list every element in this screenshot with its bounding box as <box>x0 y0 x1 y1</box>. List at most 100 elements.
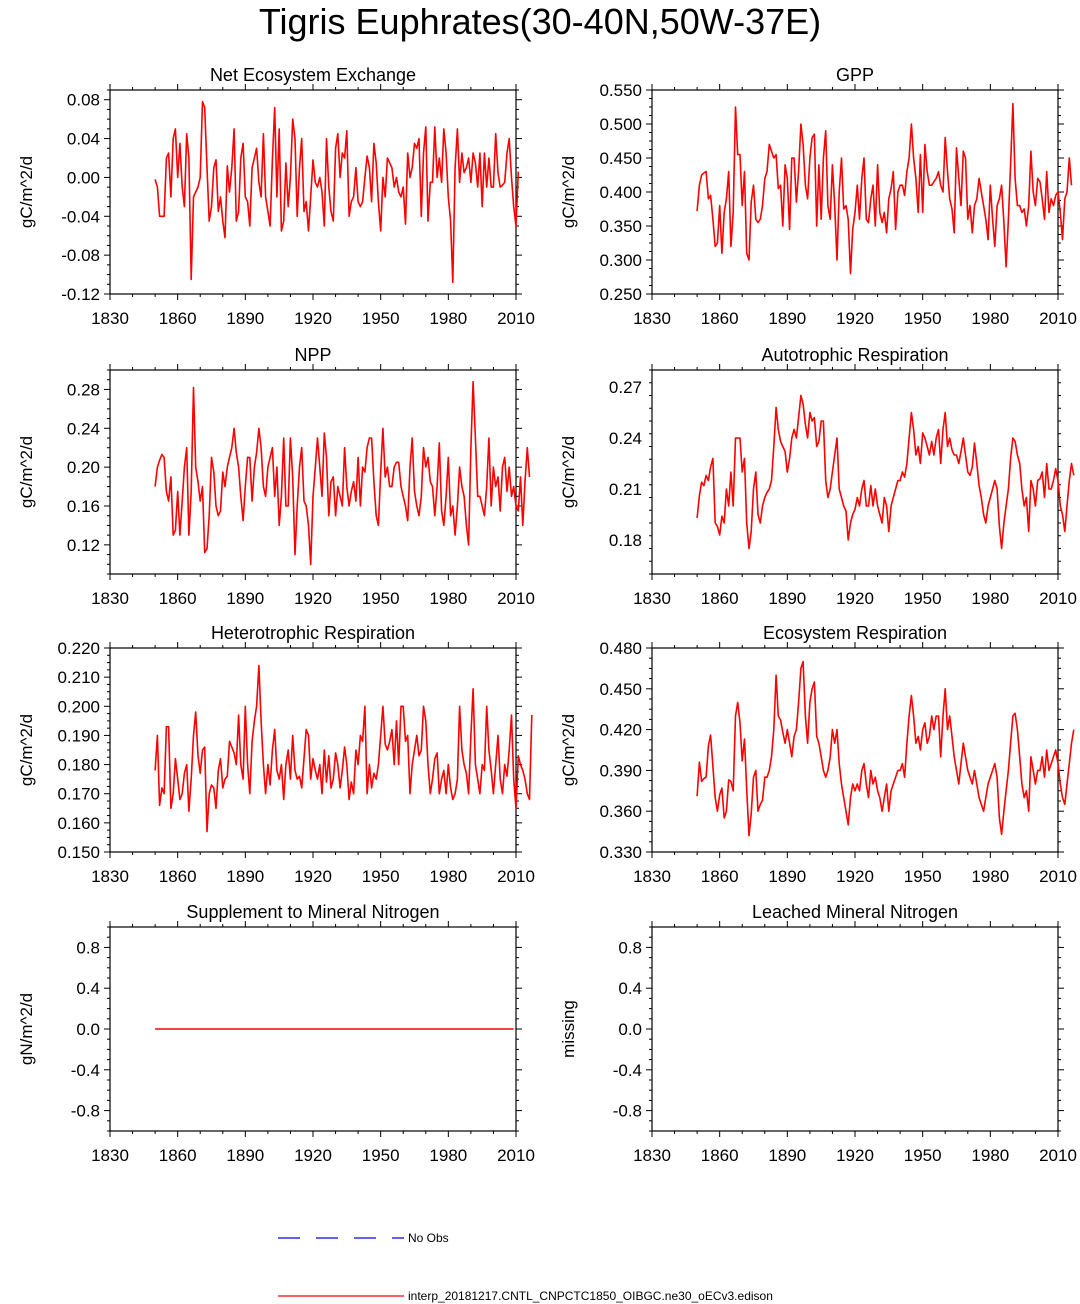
leached-mineral-nitrogen-xtick-label: 1890 <box>768 1146 806 1165</box>
autotrophic-respiration-xtick-label: 1890 <box>768 589 806 608</box>
heterotrophic-respiration-ytick-label: 0.210 <box>57 668 100 687</box>
autotrophic-respiration-xtick-label: 2010 <box>1039 589 1077 608</box>
npp-plot-frame <box>109 369 517 575</box>
npp-xtick-label: 1890 <box>226 589 264 608</box>
autotrophic-respiration-xtick-label: 1830 <box>633 589 671 608</box>
gpp-xtick-label: 2010 <box>1039 309 1077 328</box>
leached-mineral-nitrogen-xtick-label: 1860 <box>701 1146 739 1165</box>
ecosystem-respiration-ytick-label: 0.450 <box>599 680 642 699</box>
leached-mineral-nitrogen-ytick-label: -0.8 <box>613 1102 642 1121</box>
ecosystem-respiration-xtick-label: 1950 <box>904 867 942 886</box>
ecosystem-respiration-xtick-label: 1980 <box>971 867 1009 886</box>
net-ecosystem-exchange-ytick-label: 0.00 <box>67 168 100 187</box>
autotrophic-respiration-ytick-label: 0.27 <box>609 378 642 397</box>
supplement-to-mineral-nitrogen-xtick-label: 1980 <box>429 1146 467 1165</box>
net-ecosystem-exchange-xtick-label: 2010 <box>497 309 535 328</box>
heterotrophic-respiration-ytick-label: 0.170 <box>57 785 100 804</box>
autotrophic-respiration-xtick-label: 1920 <box>836 589 874 608</box>
heterotrophic-respiration-ytick-label: 0.190 <box>57 726 100 745</box>
gpp-title: GPP <box>836 65 874 85</box>
gpp-series-line <box>696 102 1073 275</box>
legend: No Obs interp_20181217.CNTL_CNPCTC1850_O… <box>278 1231 773 1303</box>
autotrophic-respiration-xtick-label: 1980 <box>971 589 1009 608</box>
ecosystem-respiration-ytick-label: 0.360 <box>599 802 642 821</box>
ecosystem-respiration-ylabel: gC/m^2/d <box>559 714 578 786</box>
autotrophic-respiration-xtick-label: 1950 <box>904 589 942 608</box>
ecosystem-respiration-plot-frame <box>651 647 1059 853</box>
supplement-to-mineral-nitrogen-xtick-label: 1890 <box>226 1146 264 1165</box>
npp-ytick-label: 0.16 <box>67 497 100 516</box>
net-ecosystem-exchange-xtick-label: 1890 <box>226 309 264 328</box>
heterotrophic-respiration-xtick-label: 1890 <box>226 867 264 886</box>
leached-mineral-nitrogen-xtick-label: 1830 <box>633 1146 671 1165</box>
heterotrophic-respiration-xtick-label: 1980 <box>429 867 467 886</box>
supplement-to-mineral-nitrogen-xtick-label: 1950 <box>362 1146 400 1165</box>
leached-mineral-nitrogen-plot-frame <box>651 926 1059 1132</box>
gpp-xtick-label: 1950 <box>904 309 942 328</box>
autotrophic-respiration-title: Autotrophic Respiration <box>761 345 948 365</box>
gpp-panel: GPP gC/m^2/d 1830 1860 1890 1920 1950 1980 2010 0… <box>559 65 1077 328</box>
ecosystem-respiration-xtick-label: 1890 <box>768 867 806 886</box>
gpp-xtick-label: 1980 <box>971 309 1009 328</box>
autotrophic-respiration-ytick-label: 0.24 <box>609 429 642 448</box>
heterotrophic-respiration-ylabel: gC/m^2/d <box>17 714 36 786</box>
supplement-to-mineral-nitrogen-ytick-label: 0.4 <box>76 979 100 998</box>
supplement-to-mineral-nitrogen-xtick-label: 1830 <box>91 1146 129 1165</box>
gpp-ytick-label: 0.500 <box>599 115 642 134</box>
heterotrophic-respiration-xtick-label: 2010 <box>497 867 535 886</box>
leached-mineral-nitrogen-xtick-label: 1950 <box>904 1146 942 1165</box>
gpp-xtick-label: 1860 <box>701 309 739 328</box>
leached-mineral-nitrogen-xtick-label: 2010 <box>1039 1146 1077 1165</box>
net-ecosystem-exchange-ytick-label: 0.04 <box>67 130 100 149</box>
leached-mineral-nitrogen-xtick-label: 1980 <box>971 1146 1009 1165</box>
autotrophic-respiration-xtick-label: 1860 <box>701 589 739 608</box>
net-ecosystem-exchange-xtick-label: 1950 <box>362 309 400 328</box>
net-ecosystem-exchange-series-line <box>154 100 520 284</box>
leached-mineral-nitrogen-ytick-label: -0.4 <box>613 1061 642 1080</box>
autotrophic-respiration-series-line <box>696 394 1075 550</box>
net-ecosystem-exchange-ytick-label: -0.04 <box>61 207 100 226</box>
npp-xtick-label: 1830 <box>91 589 129 608</box>
supplement-to-mineral-nitrogen-ytick-label: 0.8 <box>76 938 100 957</box>
npp-ytick-label: 0.28 <box>67 380 100 399</box>
supplement-to-mineral-nitrogen-xtick-label: 1920 <box>294 1146 332 1165</box>
leached-mineral-nitrogen-title: Leached Mineral Nitrogen <box>752 902 958 922</box>
autotrophic-respiration-ylabel: gC/m^2/d <box>559 436 578 508</box>
ecosystem-respiration-ytick-label: 0.420 <box>599 721 642 740</box>
supplement-to-mineral-nitrogen-title: Supplement to Mineral Nitrogen <box>186 902 439 922</box>
heterotrophic-respiration-ytick-label: 0.200 <box>57 697 100 716</box>
heterotrophic-respiration-panel: Heterotrophic Respiration gC/m^2/d 1830 186… <box>17 623 535 886</box>
gpp-ytick-label: 0.400 <box>599 183 642 202</box>
net-ecosystem-exchange-ytick-label: 0.08 <box>67 91 100 110</box>
npp-series-line <box>154 380 531 566</box>
net-ecosystem-exchange-title: Net Ecosystem Exchange <box>210 65 416 85</box>
figure-title: Tigris Euphrates(30-40N,50W-37E) <box>258 1 822 42</box>
net-ecosystem-exchange-xtick-label: 1980 <box>429 309 467 328</box>
ecosystem-respiration-ytick-label: 0.330 <box>599 843 642 862</box>
heterotrophic-respiration-xtick-label: 1860 <box>159 867 197 886</box>
ecosystem-respiration-ytick-label: 0.390 <box>599 761 642 780</box>
npp-ylabel: gC/m^2/d <box>17 436 36 508</box>
ecosystem-respiration-ytick-label: 0.480 <box>599 639 642 658</box>
supplement-to-mineral-nitrogen-xtick-label: 1860 <box>159 1146 197 1165</box>
net-ecosystem-exchange-ytick-label: -0.12 <box>61 285 100 304</box>
supplement-to-mineral-nitrogen-ytick-label: -0.8 <box>71 1102 100 1121</box>
gpp-ytick-label: 0.250 <box>599 285 642 304</box>
heterotrophic-respiration-ytick-label: 0.180 <box>57 756 100 775</box>
gpp-ytick-label: 0.450 <box>599 149 642 168</box>
leached-mineral-nitrogen-ytick-label: 0.0 <box>618 1020 642 1039</box>
heterotrophic-respiration-xtick-label: 1830 <box>91 867 129 886</box>
supplement-to-mineral-nitrogen-ylabel: gN/m^2/d <box>17 993 36 1065</box>
autotrophic-respiration-ytick-label: 0.18 <box>609 531 642 550</box>
heterotrophic-respiration-plot-frame <box>109 647 517 853</box>
autotrophic-respiration-ytick-label: 0.21 <box>609 480 642 499</box>
npp-ytick-label: 0.20 <box>67 458 100 477</box>
legend-model-label: interp_20181217.CNTL_CNPCTC1850_OIBGC.ne… <box>408 1289 773 1303</box>
leached-mineral-nitrogen-panel: Leached Mineral Nitrogen missing 1830 1860 1… <box>559 902 1077 1165</box>
heterotrophic-respiration-xtick-label: 1950 <box>362 867 400 886</box>
net-ecosystem-exchange-ylabel: gC/m^2/d <box>17 156 36 228</box>
gpp-plot-frame <box>651 89 1059 295</box>
net-ecosystem-exchange-xtick-label: 1860 <box>159 309 197 328</box>
ecosystem-respiration-xtick-label: 1920 <box>836 867 874 886</box>
